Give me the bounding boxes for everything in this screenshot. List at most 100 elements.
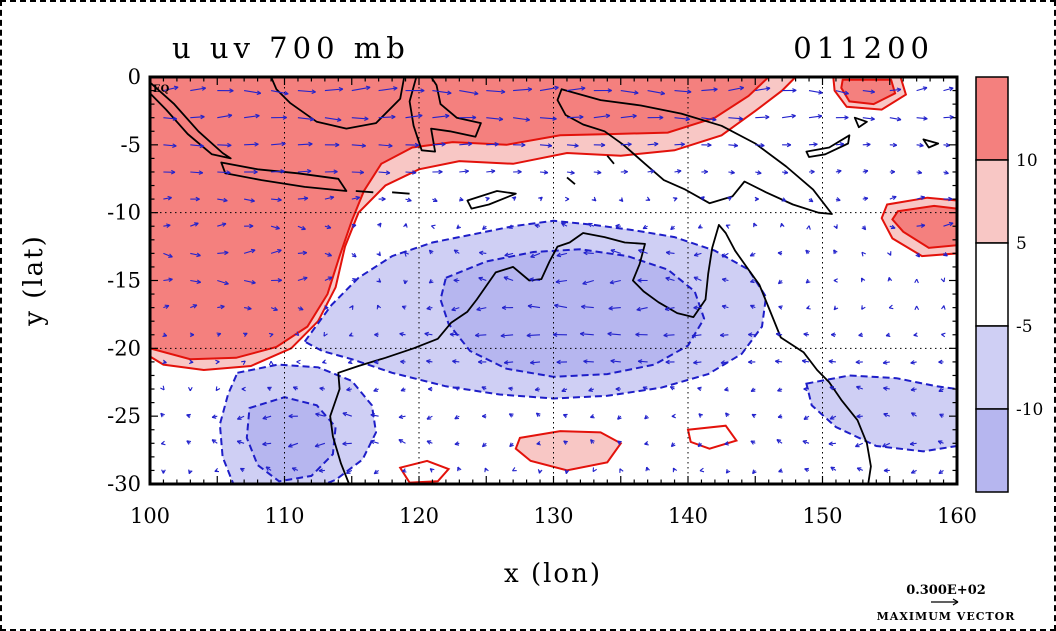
wind-vector xyxy=(378,196,386,202)
wind-vector xyxy=(342,441,352,447)
wind-vector xyxy=(720,360,729,365)
vector-head xyxy=(347,359,352,364)
vector-head xyxy=(725,469,728,474)
vector-head xyxy=(428,278,432,284)
wind-vector xyxy=(351,195,361,201)
wind-vector xyxy=(566,143,579,148)
vector-shaft xyxy=(217,144,232,146)
vector-head xyxy=(229,90,234,93)
vector-head xyxy=(750,387,754,392)
vector-head xyxy=(168,278,173,283)
wind-vector xyxy=(862,196,869,202)
vector-head xyxy=(685,118,690,122)
wind-vector xyxy=(647,141,659,147)
wind-vector xyxy=(914,278,919,284)
vector-head xyxy=(304,197,309,201)
vector-head xyxy=(504,252,509,257)
vector-head xyxy=(803,418,809,420)
wind-vector xyxy=(270,248,282,254)
vector-head xyxy=(342,412,348,414)
vector-head xyxy=(509,442,512,447)
vector-head xyxy=(587,223,592,228)
wind-vector xyxy=(835,141,845,147)
wind-vector xyxy=(244,223,254,229)
vector-shaft xyxy=(609,279,621,284)
vector-head xyxy=(830,332,836,336)
wind-vector xyxy=(808,90,823,95)
wind-vector xyxy=(405,197,412,203)
wind-vector xyxy=(701,117,717,122)
vector-head xyxy=(697,442,701,447)
vector-head xyxy=(699,467,704,472)
wind-vector xyxy=(324,305,329,310)
vector-head xyxy=(634,90,639,94)
wind-vector xyxy=(398,414,406,420)
vector-head xyxy=(534,224,539,229)
vector-head xyxy=(781,222,785,227)
wind-vector xyxy=(724,386,729,392)
vector-head xyxy=(828,441,833,445)
vector-head xyxy=(725,412,730,416)
wind-vector xyxy=(883,386,890,391)
coastlines-layer xyxy=(149,76,940,485)
wind-vector xyxy=(405,170,417,175)
wind-vector xyxy=(943,142,951,148)
vector-shaft xyxy=(297,197,308,200)
wind-vector xyxy=(478,250,487,256)
vector-head xyxy=(806,225,810,230)
vector-head xyxy=(555,279,560,283)
wind-vector xyxy=(161,469,166,474)
vector-head xyxy=(870,91,875,94)
vector-shaft xyxy=(638,249,648,254)
vector-head xyxy=(635,332,640,335)
colorbar-label: -5 xyxy=(1016,317,1033,337)
vector-head xyxy=(254,143,259,147)
vector-head xyxy=(940,278,945,283)
vector-head xyxy=(596,172,602,175)
vector-head xyxy=(377,304,382,309)
vector-shaft xyxy=(271,142,286,146)
vector-head xyxy=(910,412,915,417)
wind-vector xyxy=(459,115,477,120)
wind-vector xyxy=(833,305,839,311)
wind-vector xyxy=(943,252,948,257)
vector-head xyxy=(303,196,309,199)
vector-head xyxy=(664,306,669,310)
wind-vector xyxy=(556,359,568,365)
wind-vector xyxy=(828,441,836,447)
vector-head xyxy=(275,228,280,230)
vector-head xyxy=(748,332,753,336)
vector-head xyxy=(693,360,698,364)
wind-vector xyxy=(670,225,675,231)
vector-head xyxy=(608,305,613,310)
wind-vector xyxy=(453,249,460,254)
vector-head xyxy=(318,468,323,472)
vector-head xyxy=(803,415,807,420)
wind-vector xyxy=(297,276,308,282)
wind-vector xyxy=(728,143,739,148)
vector-head xyxy=(326,227,331,230)
vector-head xyxy=(513,196,517,201)
vector-shaft xyxy=(405,171,417,174)
vector-head xyxy=(405,223,408,228)
vector-head xyxy=(195,198,200,202)
vector-shaft xyxy=(351,171,364,174)
vector-head xyxy=(839,143,845,147)
wind-vector xyxy=(432,141,446,147)
wind-vector xyxy=(592,467,597,473)
vector-head xyxy=(659,117,664,120)
wind-vector xyxy=(297,116,315,122)
vector-head xyxy=(342,443,347,447)
wind-vector xyxy=(322,359,327,364)
vector-head xyxy=(750,278,754,283)
vector-shaft xyxy=(351,86,371,92)
wind-vector xyxy=(781,197,787,202)
wind-vector xyxy=(638,249,648,254)
vector-head xyxy=(844,93,849,96)
vector-shaft xyxy=(882,442,891,448)
wind-vector xyxy=(297,250,308,256)
wind-vector xyxy=(347,359,353,365)
vector-head xyxy=(943,277,946,282)
wind-vector xyxy=(888,304,894,310)
wind-vector xyxy=(160,440,166,446)
